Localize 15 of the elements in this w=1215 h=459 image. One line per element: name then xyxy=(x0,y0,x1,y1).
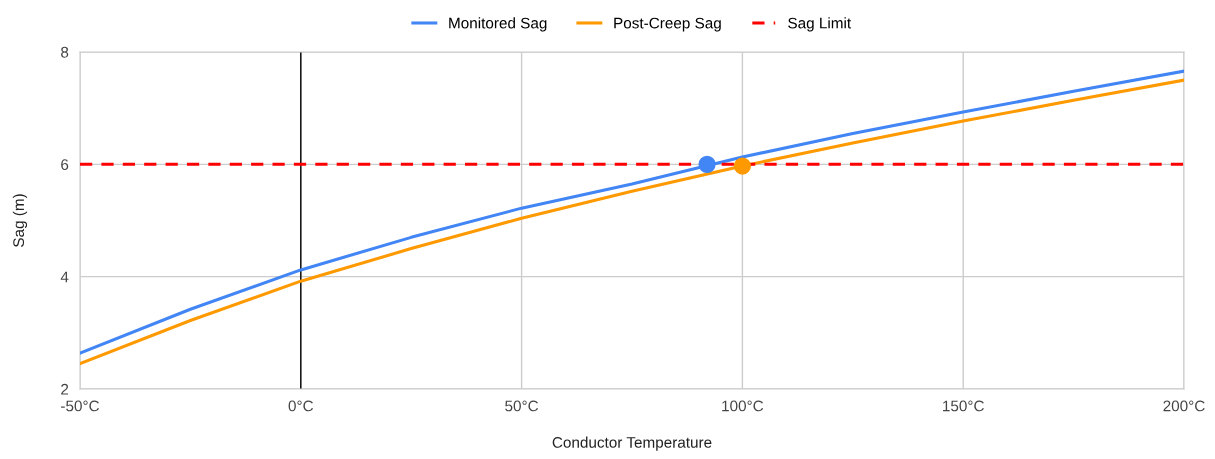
x-tick-label: 50°C xyxy=(505,400,539,412)
y-tick-label: 2 xyxy=(61,383,69,395)
y-tick-label: 6 xyxy=(61,159,69,171)
y-tick-label: 4 xyxy=(60,271,69,283)
x-tick-label: 100°C xyxy=(722,400,764,412)
y-tick-label: 8 xyxy=(61,46,69,58)
x-tick-label: 150°C xyxy=(943,400,984,412)
x-tick-label: 0°C xyxy=(288,400,314,412)
x-tick-label: -50°C xyxy=(61,400,100,412)
legend-label: Sag Limit xyxy=(788,17,852,32)
x-tick-label: 200°C xyxy=(1163,400,1205,412)
y-axis-title: Sag (m) xyxy=(12,194,28,247)
legend-label: Post-Creep Sag xyxy=(614,17,721,32)
x-axis-title: Conductor Temperature xyxy=(552,436,712,451)
legend-label: Monitored Sag xyxy=(449,17,547,32)
